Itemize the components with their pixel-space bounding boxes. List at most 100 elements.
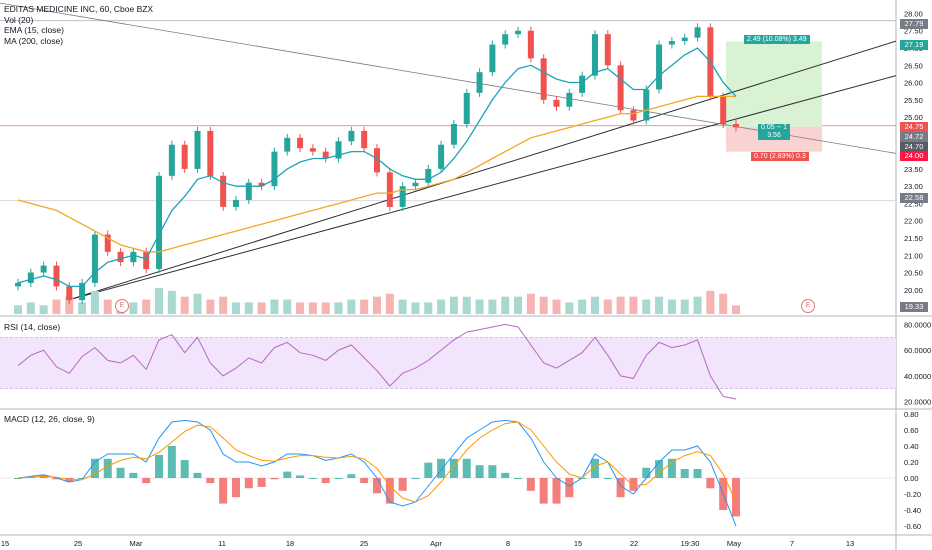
volume-bar: [475, 299, 484, 314]
macd-histogram-bar: [193, 472, 202, 478]
macd-histogram-bar: [283, 471, 292, 478]
volume-bar: [732, 305, 740, 314]
ema-indicator-label[interactable]: EMA (15, close): [4, 25, 64, 35]
macd-histogram-bar: [411, 478, 420, 479]
macd-histogram-bar: [629, 478, 638, 491]
price-tag-ema: 24.70: [900, 142, 928, 152]
price-tag-stop: 24.00: [900, 151, 928, 161]
candle-body: [143, 251, 150, 270]
price-tag-level: 22.58: [900, 193, 928, 203]
macd-histogram-bar: [167, 446, 176, 478]
time-axis-label: 7: [790, 539, 794, 548]
volume-bar: [526, 293, 535, 314]
volume-bar: [360, 299, 369, 314]
volume-bar: [501, 296, 510, 314]
candle-body: [79, 282, 86, 301]
volume-bar: [334, 302, 343, 314]
candle-body: [15, 282, 21, 287]
volume-bar: [283, 299, 292, 314]
candle-body: [27, 272, 34, 283]
earnings-marker-1[interactable]: E: [115, 299, 129, 313]
candle-body: [207, 130, 214, 176]
candle-body: [348, 130, 355, 142]
macd-histogram-bar: [642, 467, 651, 478]
time-axis-label: 15: [1, 539, 9, 548]
macd-histogram-bar: [526, 478, 535, 491]
time-axis-label: Mar: [130, 539, 143, 548]
vol-indicator-label[interactable]: Vol (20): [4, 14, 34, 25]
macd-histogram-bar: [155, 454, 164, 478]
volume-bar: [398, 299, 407, 314]
macd-axis-label: 0.00: [904, 474, 919, 483]
macd-axis-label: -0.20: [904, 490, 921, 499]
macd-histogram-bar: [257, 478, 266, 487]
time-axis-label: Apr: [430, 539, 442, 548]
ma-200-line: [17, 95, 736, 253]
candle-body: [515, 30, 522, 35]
time-axis-label: 13: [846, 539, 854, 548]
time-axis-label: May: [727, 539, 741, 548]
volume-bar: [155, 288, 164, 314]
volume-bar: [219, 296, 228, 314]
ma-indicator-label[interactable]: MA (200, close): [4, 35, 64, 46]
price-tag-high: 27.79: [900, 19, 928, 29]
candle-body: [579, 75, 586, 93]
time-axis-label: 25: [360, 539, 368, 548]
candle-body: [553, 99, 560, 107]
volume-bar: [142, 299, 151, 314]
macd-histogram-bar: [103, 458, 112, 478]
rsi-indicator-label[interactable]: RSI (14, close): [4, 322, 61, 332]
candle-body: [502, 34, 509, 45]
time-axis-label: 8: [506, 539, 510, 548]
ema-15-line: [17, 47, 737, 288]
candle-body: [104, 234, 111, 252]
price-axis-label: 20.00: [904, 286, 923, 295]
volume-bar: [373, 296, 381, 314]
price-axis-label: 21.00: [904, 251, 923, 260]
candle-body: [374, 148, 380, 173]
volume-bar: [52, 299, 61, 314]
candle-body: [168, 144, 175, 176]
volume-bar: [347, 299, 356, 314]
volume-bar: [706, 290, 715, 314]
macd-legend: MACD (12, 26, close, 9): [4, 414, 95, 425]
stop-label: 0.70 (2.83%) 0.3: [751, 152, 809, 161]
candle-body: [681, 37, 688, 42]
trend-line-resistance: [0, 2, 897, 154]
candle-body: [617, 65, 624, 111]
candle-body: [540, 58, 547, 100]
candle-body: [271, 151, 278, 187]
macd-histogram-bar: [142, 478, 151, 484]
macd-histogram-bar: [296, 475, 305, 478]
macd-histogram-bar: [680, 469, 689, 478]
price-axis-label: 23.50: [904, 165, 923, 174]
candle-body: [91, 234, 98, 283]
macd-indicator-label[interactable]: MACD (12, 26, close, 9): [4, 414, 95, 424]
volume-bar: [270, 299, 279, 314]
macd-histogram-bar: [180, 460, 189, 478]
macd-histogram-bar: [219, 478, 228, 504]
volume-bar: [167, 290, 176, 314]
volume-bar: [629, 296, 638, 314]
time-axis-label: 22: [630, 539, 638, 548]
macd-histogram-bar: [706, 478, 715, 489]
macd-histogram-bar: [475, 465, 484, 478]
volume-bar: [552, 299, 561, 314]
macd-histogram-bar: [732, 478, 740, 517]
macd-histogram-bar: [603, 478, 612, 479]
rsi-legend: RSI (14, close): [4, 322, 60, 333]
volume-bar: [449, 296, 458, 314]
candle-body: [66, 286, 73, 301]
earnings-marker-2[interactable]: E: [801, 299, 815, 313]
macd-histogram-bar: [552, 478, 561, 504]
candle-body: [425, 168, 432, 183]
candle-body: [40, 265, 47, 273]
volume-bar: [193, 293, 202, 314]
macd-histogram-bar: [616, 478, 625, 498]
candle-body: [284, 137, 291, 152]
macd-histogram-bar: [488, 465, 497, 478]
volume-bar: [103, 299, 112, 314]
candle-body: [591, 34, 598, 76]
